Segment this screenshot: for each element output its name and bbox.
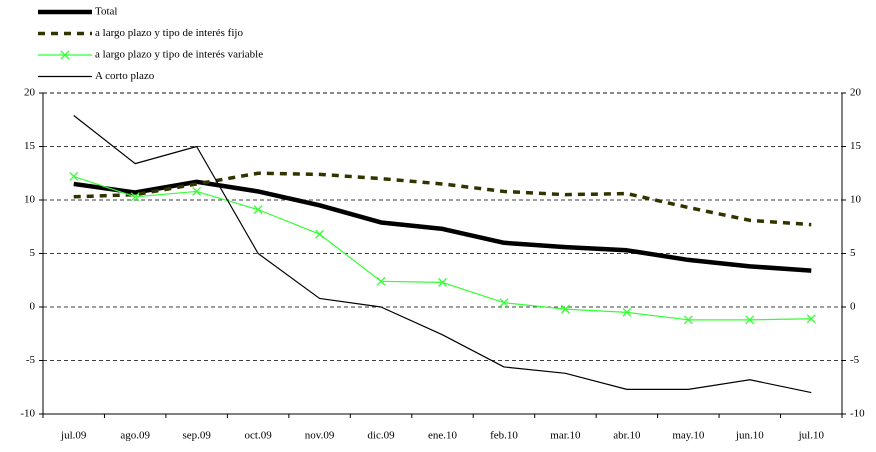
point-marker xyxy=(560,304,570,314)
y-tick-label: 10 xyxy=(24,194,36,206)
point-marker xyxy=(130,192,140,202)
x-tick-label: may.10 xyxy=(672,430,704,442)
x-tick-label: sep.09 xyxy=(182,430,211,442)
point-marker xyxy=(315,229,325,239)
x-tick-label: jul.10 xyxy=(798,430,825,442)
series-line xyxy=(73,171,812,227)
point-marker xyxy=(69,172,79,181)
x-tick-label: abr.10 xyxy=(613,430,641,442)
point-marker xyxy=(438,277,447,287)
x-tick-label: ene.10 xyxy=(428,430,458,442)
y2-tick-label: 5 xyxy=(850,247,856,259)
point-marker xyxy=(376,276,386,286)
series-line xyxy=(73,114,812,394)
y2-tick-label: 20 xyxy=(850,87,862,99)
y2-tick-label: -10 xyxy=(850,408,865,420)
point-marker xyxy=(253,205,263,215)
x-tick-label: ago.09 xyxy=(120,430,150,442)
y-tick-label: -5 xyxy=(26,354,36,366)
y2-tick-label: 0 xyxy=(850,301,856,313)
point-marker xyxy=(745,315,755,325)
legend-label: a largo plazo y tipo de interés fijo xyxy=(95,27,243,39)
legend-label: A corto plazo xyxy=(95,70,155,82)
series-line xyxy=(73,179,812,273)
series-line xyxy=(73,175,812,321)
x-tick-label: dic.09 xyxy=(367,430,395,442)
x-tick-label: oct.09 xyxy=(245,430,273,442)
point-marker xyxy=(622,307,632,317)
y-tick-label: 20 xyxy=(24,87,36,99)
point-marker xyxy=(806,314,816,324)
y-tick-label: 5 xyxy=(30,247,36,259)
point-marker xyxy=(499,298,509,308)
x-tick-label: feb.10 xyxy=(490,430,518,442)
y2-tick-label: 10 xyxy=(850,194,862,206)
point-marker xyxy=(192,186,202,196)
x-tick-label: nov.09 xyxy=(305,430,335,442)
x-tick-label: jul.09 xyxy=(60,430,87,442)
y2-tick-label: 15 xyxy=(850,140,862,152)
legend-label: a largo plazo y tipo de interés variable xyxy=(95,49,263,61)
y-tick-label: 0 xyxy=(30,301,36,313)
y-tick-label: -10 xyxy=(20,408,35,420)
point-marker xyxy=(683,315,693,325)
y-tick-label: 15 xyxy=(24,140,36,152)
point-marker xyxy=(60,50,70,60)
x-tick-label: jun.10 xyxy=(735,430,764,442)
legend-label: Total xyxy=(95,6,117,18)
y2-tick-label: -5 xyxy=(850,354,860,366)
x-tick-label: mar.10 xyxy=(550,430,581,442)
